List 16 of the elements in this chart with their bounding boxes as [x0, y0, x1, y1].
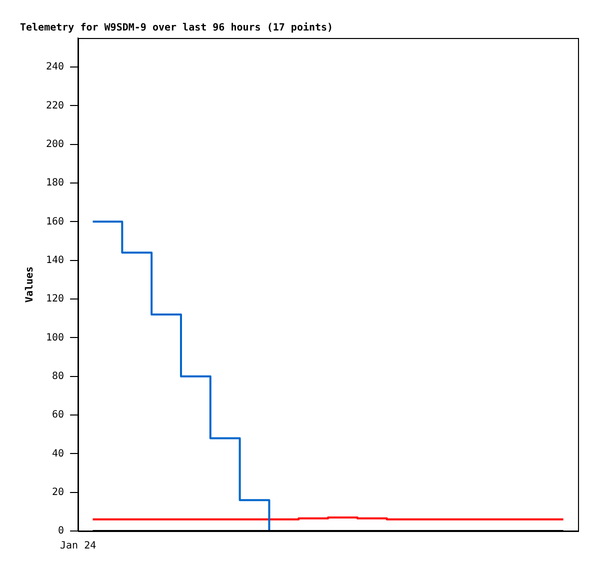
- y-tick-label: 60: [52, 410, 64, 421]
- y-axis-title: Values: [24, 266, 36, 303]
- y-tick-label: 80: [52, 370, 64, 382]
- y-tick-label: 200: [46, 138, 64, 150]
- y-tick-label: 20: [52, 486, 64, 498]
- y-tick-label: 160: [46, 216, 64, 228]
- y-tick-label: 140: [46, 254, 64, 266]
- y-tick-label: 180: [46, 178, 64, 189]
- y-tick-label: 40: [52, 448, 64, 460]
- y-tick-label: 240: [46, 62, 64, 73]
- y-tick-label: 220: [46, 100, 64, 112]
- chart-title: Telemetry for W9SDM-9 over last 96 hours (17 points): [20, 22, 334, 34]
- text: Jan 24: [60, 540, 96, 552]
- y-tick-label: 100: [46, 332, 64, 344]
- y-tick-label: 120: [46, 294, 64, 305]
- y-tick-label: 0: [58, 526, 64, 537]
